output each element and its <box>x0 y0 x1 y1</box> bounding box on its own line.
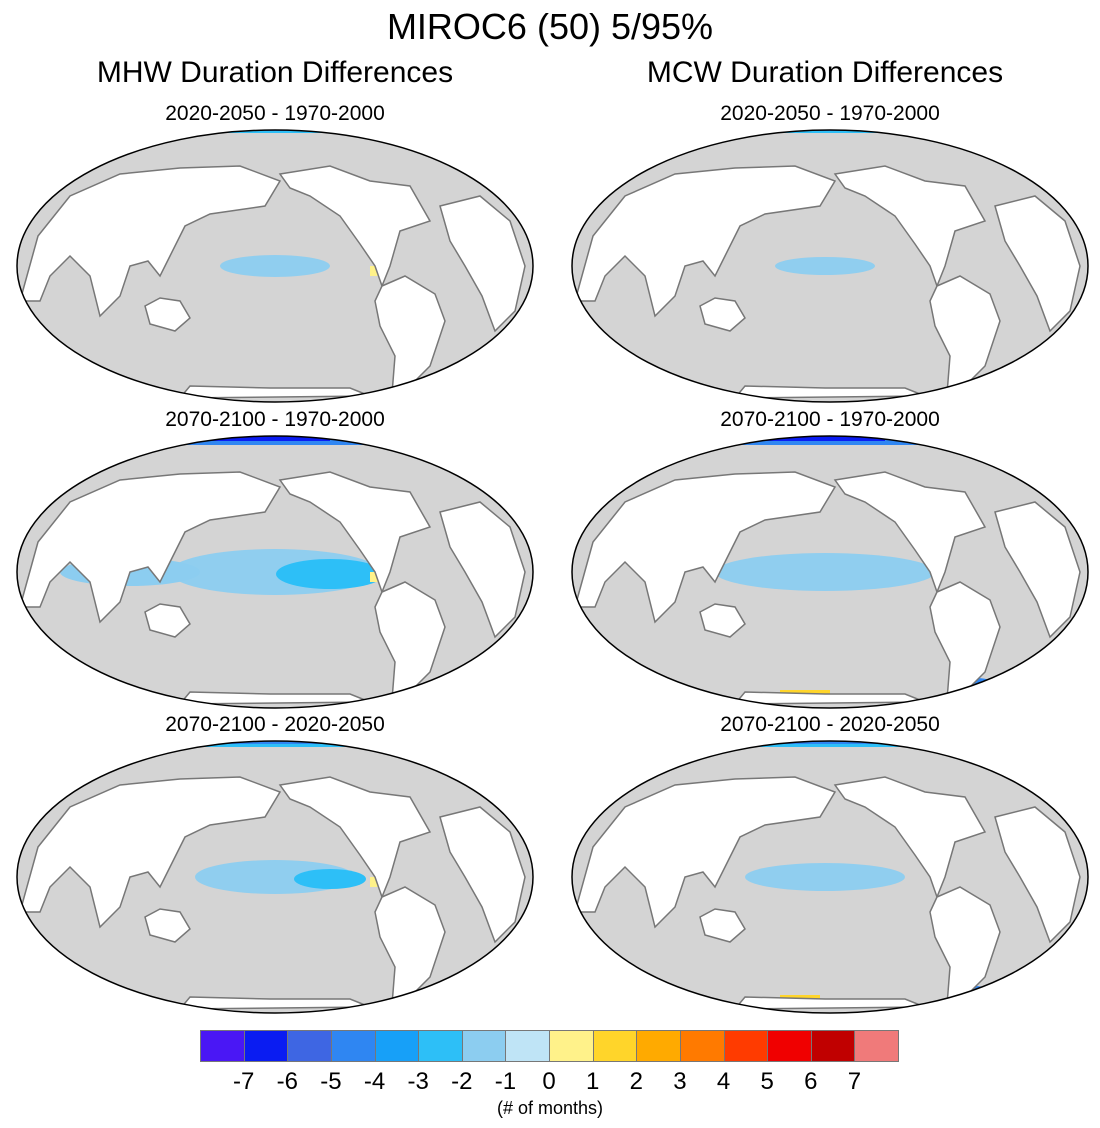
world-map <box>571 129 1089 403</box>
map-panel: 2070-2100 - 1970-2000 <box>10 408 540 709</box>
panel-subtitle: 2070-2100 - 2020-2050 <box>720 713 940 736</box>
continents <box>574 776 1081 1010</box>
colorbar-swatch <box>767 1030 812 1062</box>
colorbar-swatch <box>679 1030 725 1062</box>
continents <box>574 471 1081 705</box>
map-outline <box>571 129 1089 403</box>
column-title-mhw: MHW Duration Differences <box>96 56 454 89</box>
colorbar-swatch <box>636 1030 681 1062</box>
world-map <box>16 740 534 1014</box>
colorbar-swatch <box>287 1030 332 1062</box>
colorbar-tick-label: 0 <box>542 1068 556 1095</box>
colorbar-tick-label: 2 <box>629 1068 643 1095</box>
colorbar-tick-label: 1 <box>585 1068 600 1095</box>
map-outline <box>16 435 534 709</box>
colorbar-swatch <box>461 1030 507 1062</box>
colorbar-swatch <box>549 1030 594 1062</box>
map-panel: 2070-2100 - 2020-2050 <box>565 713 1095 1014</box>
continents <box>19 165 526 399</box>
colorbar-tick-label: 3 <box>673 1068 687 1095</box>
continents <box>19 776 526 1010</box>
map-panel: 2070-2100 - 1970-2000 <box>565 408 1095 709</box>
panel-subtitle: 2020-2050 - 1970-2000 <box>165 102 385 125</box>
colorbar-swatch <box>810 1030 856 1062</box>
colorbar-tick-label: 5 <box>760 1068 774 1095</box>
colorbar-tick-label: -5 <box>320 1068 342 1095</box>
colorbar-swatch <box>854 1030 899 1062</box>
colorbar-tick-label: 7 <box>847 1068 862 1095</box>
colorbar-tick-label: -1 <box>494 1068 517 1095</box>
panel-subtitle: 2070-2100 - 1970-2000 <box>165 408 385 431</box>
colorbar-swatch <box>374 1030 420 1062</box>
panel-subtitle: 2070-2100 - 1970-2000 <box>720 408 940 431</box>
colorbar-swatch <box>243 1030 289 1062</box>
colorbar-units-label: (# of months) <box>496 1098 604 1118</box>
colorbar-swatch <box>723 1030 769 1062</box>
map-panel: 2020-2050 - 1970-2000 <box>565 102 1095 403</box>
colorbar-tick-label: -2 <box>451 1068 473 1095</box>
colorbar-tick-label: -3 <box>407 1068 429 1095</box>
map-panel: 2070-2100 - 2020-2050 <box>10 713 540 1014</box>
colorbar <box>200 1030 899 1062</box>
colorbar-tick-label: -7 <box>232 1068 255 1095</box>
colorbar-swatch <box>330 1030 376 1062</box>
world-map <box>16 129 534 403</box>
map-outline <box>16 129 534 403</box>
map-outline <box>571 740 1089 1014</box>
world-map <box>16 435 534 709</box>
colorbar-tick-label: 6 <box>804 1068 818 1095</box>
world-map <box>571 740 1089 1014</box>
map-outline <box>16 740 534 1014</box>
world-map <box>571 435 1089 709</box>
colorbar-tick-label: -4 <box>363 1068 386 1095</box>
continents <box>19 471 526 705</box>
colorbar-swatch <box>418 1030 463 1062</box>
figure-title: MIROC6 (50) 5/95% <box>386 6 714 47</box>
panel-subtitle: 2070-2100 - 2020-2050 <box>165 713 385 736</box>
map-panel: 2020-2050 - 1970-2000 <box>10 102 540 403</box>
colorbar-swatch <box>200 1030 245 1062</box>
colorbar-swatch <box>505 1030 550 1062</box>
panel-subtitle: 2020-2050 - 1970-2000 <box>720 102 940 125</box>
colorbar-swatch <box>592 1030 638 1062</box>
continents <box>574 165 1081 399</box>
column-title-mcw: MCW Duration Differences <box>646 56 1004 89</box>
map-outline <box>571 435 1089 709</box>
colorbar-tick-label: -6 <box>276 1068 298 1095</box>
colorbar-tick-label: 4 <box>716 1068 731 1095</box>
